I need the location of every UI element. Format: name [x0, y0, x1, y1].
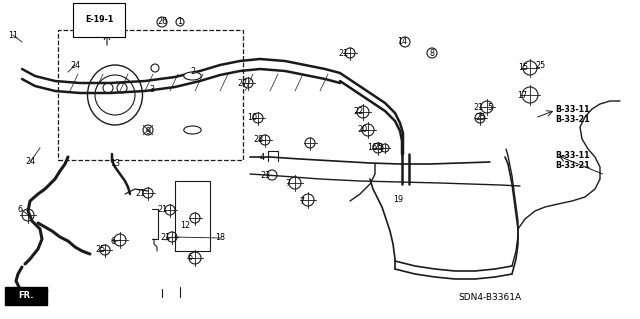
Text: SDN4-B3361A: SDN4-B3361A — [458, 293, 522, 302]
Ellipse shape — [184, 126, 201, 134]
Text: 21: 21 — [157, 205, 167, 214]
Text: B-33-21: B-33-21 — [555, 160, 589, 169]
Text: 15: 15 — [518, 63, 528, 72]
Text: 11: 11 — [8, 31, 18, 40]
Text: 25: 25 — [373, 144, 383, 152]
Text: 7: 7 — [300, 197, 305, 206]
FancyArrowPatch shape — [25, 291, 47, 299]
Text: 1: 1 — [177, 18, 182, 26]
Text: 18: 18 — [215, 234, 225, 242]
Text: 25: 25 — [475, 114, 485, 122]
Text: FR.: FR. — [19, 292, 34, 300]
Text: 25: 25 — [95, 246, 105, 255]
Text: 5: 5 — [488, 102, 493, 112]
Text: 25: 25 — [535, 61, 545, 70]
Text: 21: 21 — [135, 189, 145, 197]
Text: 19: 19 — [393, 196, 403, 204]
Text: 8: 8 — [429, 48, 435, 57]
Text: 12: 12 — [180, 220, 190, 229]
Text: 26: 26 — [157, 18, 167, 26]
Text: 21: 21 — [338, 48, 348, 57]
Text: 16: 16 — [367, 144, 377, 152]
Text: 3: 3 — [150, 85, 154, 94]
Text: B-33-11: B-33-11 — [555, 106, 589, 115]
Text: 9: 9 — [145, 128, 150, 137]
Text: 21: 21 — [473, 102, 483, 112]
Text: B-33-11: B-33-11 — [555, 151, 589, 160]
Text: 28: 28 — [253, 136, 263, 145]
Text: 20: 20 — [357, 125, 367, 135]
Text: 24: 24 — [25, 158, 35, 167]
Text: 10: 10 — [247, 114, 257, 122]
Text: B-33-21: B-33-21 — [555, 115, 589, 124]
Text: 2: 2 — [191, 68, 196, 77]
Text: 6: 6 — [188, 254, 193, 263]
Text: 21: 21 — [160, 234, 170, 242]
Text: 6: 6 — [17, 205, 22, 214]
Text: 4: 4 — [259, 153, 264, 162]
Text: E-19-1: E-19-1 — [85, 16, 113, 25]
Text: 7: 7 — [285, 179, 291, 188]
Ellipse shape — [184, 72, 201, 80]
Text: 22: 22 — [353, 108, 363, 116]
FancyBboxPatch shape — [5, 287, 47, 305]
Text: 27: 27 — [237, 78, 247, 87]
Text: 6: 6 — [111, 238, 115, 247]
Text: 13: 13 — [110, 159, 120, 167]
Text: 23: 23 — [260, 170, 270, 180]
Text: 24: 24 — [70, 61, 80, 70]
Text: 17: 17 — [517, 91, 527, 100]
Text: 14: 14 — [397, 38, 407, 47]
